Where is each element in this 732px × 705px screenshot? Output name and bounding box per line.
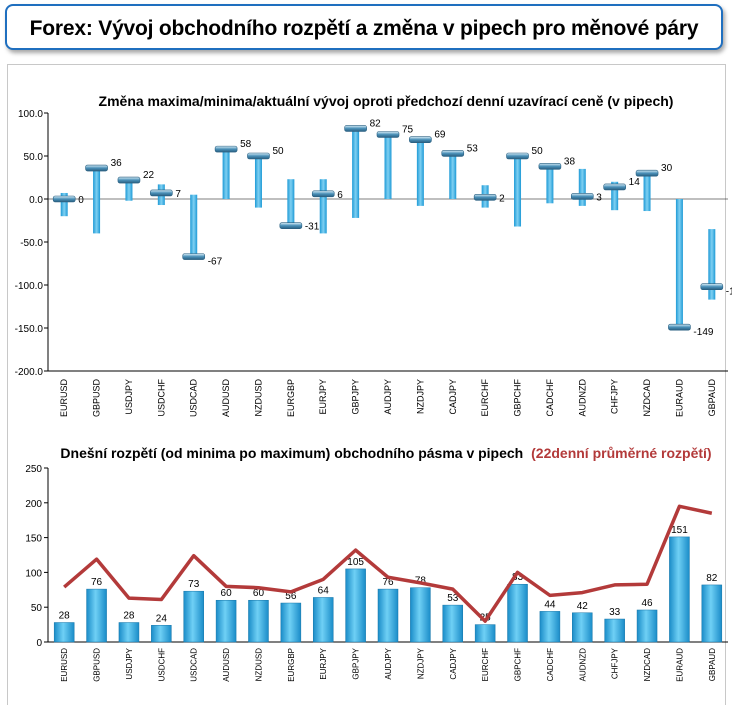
current-marker	[117, 176, 141, 184]
x-tick-label-1: EURJPY	[318, 379, 328, 415]
current-label: 58	[240, 139, 252, 150]
current-marker	[603, 183, 626, 191]
range-bar	[675, 199, 683, 328]
x-tick-label-1: NZDJPY	[415, 379, 425, 414]
y-tick-label-1: 0.0	[29, 195, 43, 206]
range-bar	[546, 164, 554, 204]
page-title: Forex: Vývoj obchodního rozpětí a změna …	[29, 17, 699, 40]
x-tick-label-1: AUDNZD	[577, 379, 587, 417]
x-tick-label-1: CADCHF	[545, 378, 555, 416]
current-marker	[52, 195, 76, 203]
range-bar	[190, 194, 198, 258]
range-bar	[254, 154, 262, 208]
range-bar	[384, 133, 392, 199]
current-marker	[214, 145, 238, 153]
current-label: 69	[434, 130, 446, 141]
y-tick-label-1: -100.0	[15, 281, 44, 292]
current-label: 38	[564, 156, 576, 167]
y-tick-label-1: -50.0	[20, 238, 43, 249]
range-chart-title: Změna maxima/minima/aktuální vývoj oprot…	[99, 93, 674, 109]
x-tick-label-1: CHFJPY	[610, 379, 620, 414]
x-tick-label-1: EURUSD	[59, 379, 69, 418]
range-bar	[449, 151, 457, 199]
range-bar	[222, 147, 230, 199]
current-label: 2	[499, 193, 505, 204]
y-tick-label-1: -150.0	[15, 324, 44, 335]
current-marker	[473, 193, 497, 201]
current-marker	[700, 283, 724, 291]
current-label: 30	[661, 163, 673, 174]
y-tick-label-1: 100.0	[18, 109, 43, 120]
current-marker	[150, 189, 173, 197]
current-marker	[85, 164, 108, 172]
current-marker	[182, 253, 206, 260]
x-tick-label-1: USDCAD	[189, 379, 199, 418]
range-bar	[319, 179, 327, 234]
current-marker	[506, 152, 529, 160]
x-tick-label-1: EURGBP	[286, 379, 296, 417]
range-bar	[125, 177, 133, 201]
current-marker	[247, 152, 270, 160]
x-tick-label-1: GBPAUD	[707, 379, 717, 417]
current-marker	[635, 169, 659, 177]
current-marker	[668, 323, 691, 331]
current-marker	[570, 193, 594, 200]
current-label: 50	[272, 146, 284, 157]
current-label: 0	[78, 195, 84, 206]
x-tick-label-1: NZDCAD	[642, 379, 652, 417]
range-bar	[643, 171, 651, 212]
range-bar	[578, 168, 586, 206]
x-tick-label-1: GBPJPY	[351, 379, 361, 415]
title-box: Forex: Vývoj obchodního rozpětí a změna …	[5, 4, 723, 50]
current-label: 6	[337, 190, 343, 201]
x-tick-label-1: USDCHF	[156, 378, 166, 416]
x-tick-label-1: EURAUD	[674, 379, 684, 418]
current-label: -149	[693, 327, 713, 338]
current-label: 3	[596, 192, 602, 203]
current-label: 82	[370, 118, 382, 129]
current-marker	[376, 131, 400, 138]
range-bar	[514, 154, 522, 227]
current-marker	[441, 150, 465, 157]
range-bar	[287, 179, 295, 228]
range-bar	[611, 181, 619, 211]
chart-panel	[7, 64, 726, 705]
current-label: 22	[143, 170, 155, 181]
x-tick-label-1: GBPCHF	[513, 379, 523, 417]
current-marker	[311, 190, 335, 198]
y-tick-label-1: -200.0	[15, 367, 44, 378]
x-tick-label-1: NZDUSD	[253, 379, 263, 417]
x-tick-label-1: USDJPY	[124, 379, 134, 415]
x-tick-label-1: CADJPY	[448, 379, 458, 415]
current-marker	[344, 125, 367, 132]
range-bar	[60, 192, 68, 217]
current-label: 53	[467, 143, 479, 154]
current-label: 14	[629, 177, 641, 188]
x-tick-label-1: AUDJPY	[383, 379, 393, 415]
x-tick-label-1: GBPUSD	[92, 379, 102, 418]
current-label: 50	[532, 146, 544, 157]
x-tick-label-1: AUDUSD	[221, 379, 231, 418]
current-label: 36	[111, 158, 123, 169]
current-label: 75	[402, 125, 414, 136]
current-label: 7	[175, 189, 181, 200]
range-bar	[708, 229, 716, 300]
y-tick-label-1: 50.0	[24, 152, 44, 163]
current-label: -67	[208, 257, 223, 268]
x-tick-label-1: EURCHF	[480, 378, 490, 416]
current-marker	[409, 136, 432, 143]
current-label: -102	[726, 287, 732, 298]
current-marker	[538, 163, 562, 170]
range-bar	[93, 167, 101, 234]
current-marker	[279, 222, 303, 229]
range-bar	[352, 127, 360, 218]
range-bar	[416, 138, 424, 206]
current-label: -31	[305, 222, 320, 233]
